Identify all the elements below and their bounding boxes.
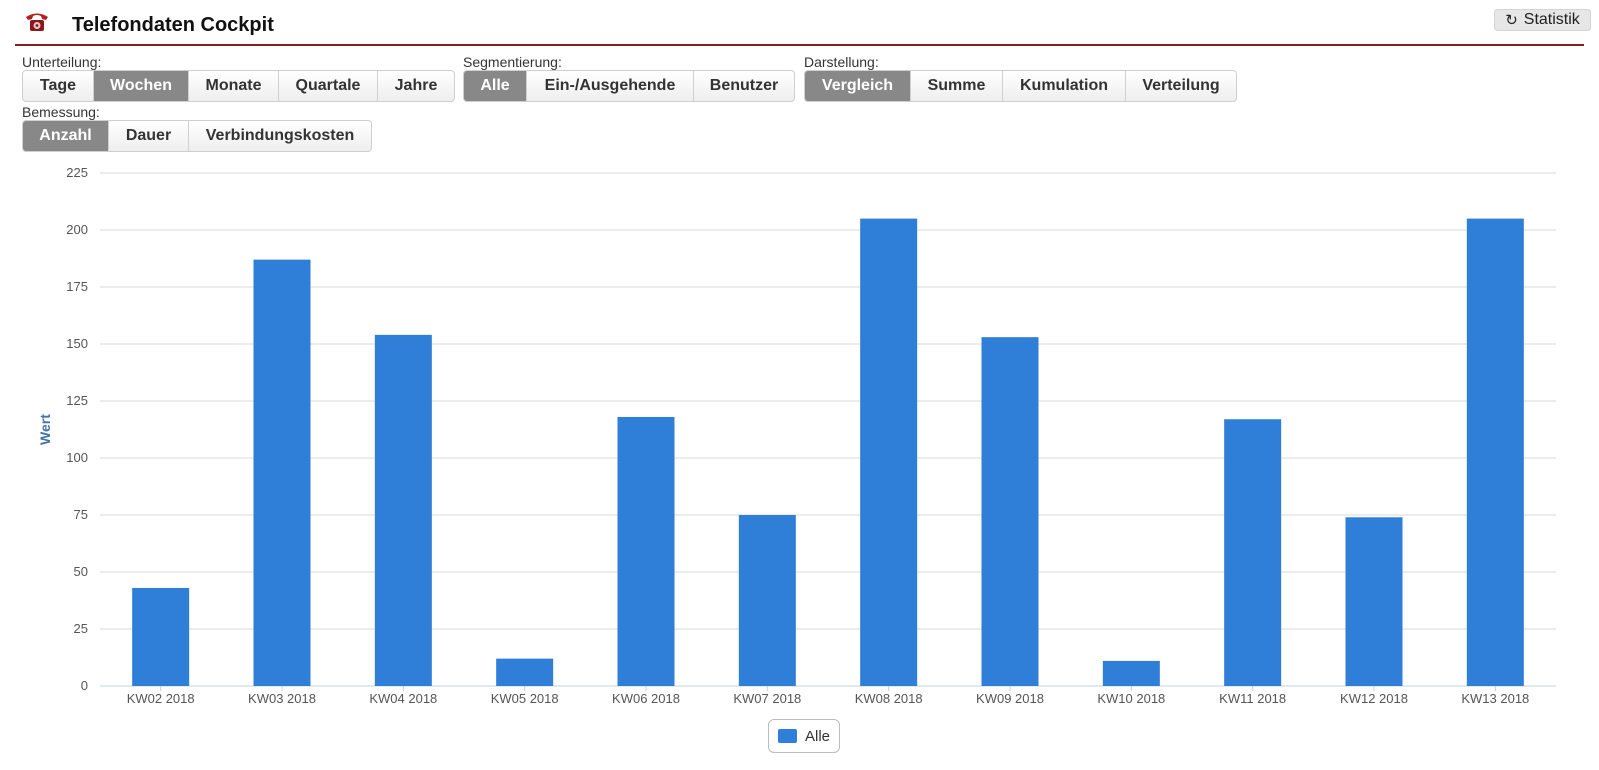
bemessung-button-group: Anzahl Dauer Verbindungskosten (22, 120, 372, 152)
bemessung-option-anzahl[interactable]: Anzahl (23, 121, 109, 151)
statistik-button-label: Statistik (1523, 11, 1580, 28)
segmentierung-option-ein-ausgehende[interactable]: Ein-/Ausgehende (527, 71, 694, 101)
x-tick-label: KW05 2018 (491, 691, 559, 706)
unterteilung-option-tage[interactable]: Tage (23, 71, 94, 101)
refresh-icon: ↻ (1505, 11, 1518, 29)
x-tick-label: KW13 2018 (1461, 691, 1529, 706)
bar (617, 416, 675, 686)
x-tick-label: KW12 2018 (1340, 691, 1408, 706)
x-tick-label: KW10 2018 (1097, 691, 1165, 706)
bar (860, 218, 918, 686)
phone-icon (26, 13, 48, 31)
bar (1466, 218, 1524, 686)
bar (1224, 419, 1282, 686)
y-tick-label: 175 (66, 279, 88, 294)
bemessung-label: Bemessung: (22, 104, 100, 120)
x-tick-label: KW02 2018 (127, 691, 195, 706)
y-tick-label: 225 (66, 165, 88, 180)
y-tick-label: 200 (66, 222, 88, 237)
unterteilung-button-group: Tage Wochen Monate Quartale Jahre (22, 70, 455, 102)
y-tick-label: 75 (74, 507, 88, 522)
bemessung-option-dauer[interactable]: Dauer (109, 121, 189, 151)
y-tick-label: 25 (74, 621, 88, 636)
y-tick-label: 125 (66, 393, 88, 408)
bemessung-option-verbindungskosten[interactable]: Verbindungskosten (205, 127, 355, 144)
x-tick-label: KW03 2018 (248, 691, 316, 706)
y-tick-label: 50 (74, 564, 88, 579)
app-header: Telefondaten Cockpit ↻ Statistik (0, 0, 1599, 46)
unterteilung-option-monate[interactable]: Monate (189, 71, 279, 101)
statistik-button[interactable]: ↻ Statistik (1494, 9, 1591, 31)
segmentierung-option-alle[interactable]: Alle (464, 71, 527, 101)
segmentierung-option-benutzer[interactable]: Benutzer (709, 77, 779, 94)
bar (496, 658, 554, 686)
bar (1102, 660, 1160, 686)
legend-swatch-alle (777, 729, 797, 743)
legend-label-alle: Alle (804, 727, 830, 745)
segmentierung-label: Segmentierung: (463, 54, 562, 70)
unterteilung-option-quartale[interactable]: Quartale (279, 71, 378, 101)
x-tick-label: KW11 2018 (1219, 691, 1286, 706)
header-divider (15, 44, 1584, 46)
bar (132, 587, 190, 686)
x-tick-label: KW06 2018 (612, 691, 680, 706)
bar (1345, 517, 1403, 686)
bar (374, 334, 432, 686)
y-tick-label: 100 (66, 450, 88, 465)
x-tick-label: KW09 2018 (976, 691, 1044, 706)
segmentierung-button-group: Alle Ein-/Ausgehende Benutzer (463, 70, 795, 102)
bar (738, 515, 796, 686)
y-tick-label: 150 (66, 336, 88, 351)
x-tick-label: KW04 2018 (369, 691, 437, 706)
darstellung-option-kumulation[interactable]: Kumulation (1003, 71, 1126, 101)
darstellung-option-vergleich[interactable]: Vergleich (805, 71, 911, 101)
unterteilung-label: Unterteilung: (22, 54, 102, 70)
darstellung-button-group: Vergleich Summe Kumulation Verteilung (804, 70, 1237, 102)
y-axis-title: Wert (37, 414, 53, 445)
bar (981, 337, 1039, 686)
bar (253, 259, 311, 686)
darstellung-option-verteilung[interactable]: Verteilung (1142, 77, 1220, 94)
unterteilung-option-wochen[interactable]: Wochen (94, 71, 189, 101)
darstellung-option-summe[interactable]: Summe (911, 71, 1003, 101)
unterteilung-option-jahre[interactable]: Jahre (394, 77, 438, 94)
x-tick-label: KW07 2018 (733, 691, 801, 706)
chart-legend[interactable]: Alle (768, 719, 840, 753)
page-title: Telefondaten Cockpit (72, 14, 274, 36)
darstellung-label: Darstellung: (804, 54, 879, 70)
y-tick-label: 0 (81, 678, 88, 693)
x-tick-label: KW08 2018 (855, 691, 923, 706)
